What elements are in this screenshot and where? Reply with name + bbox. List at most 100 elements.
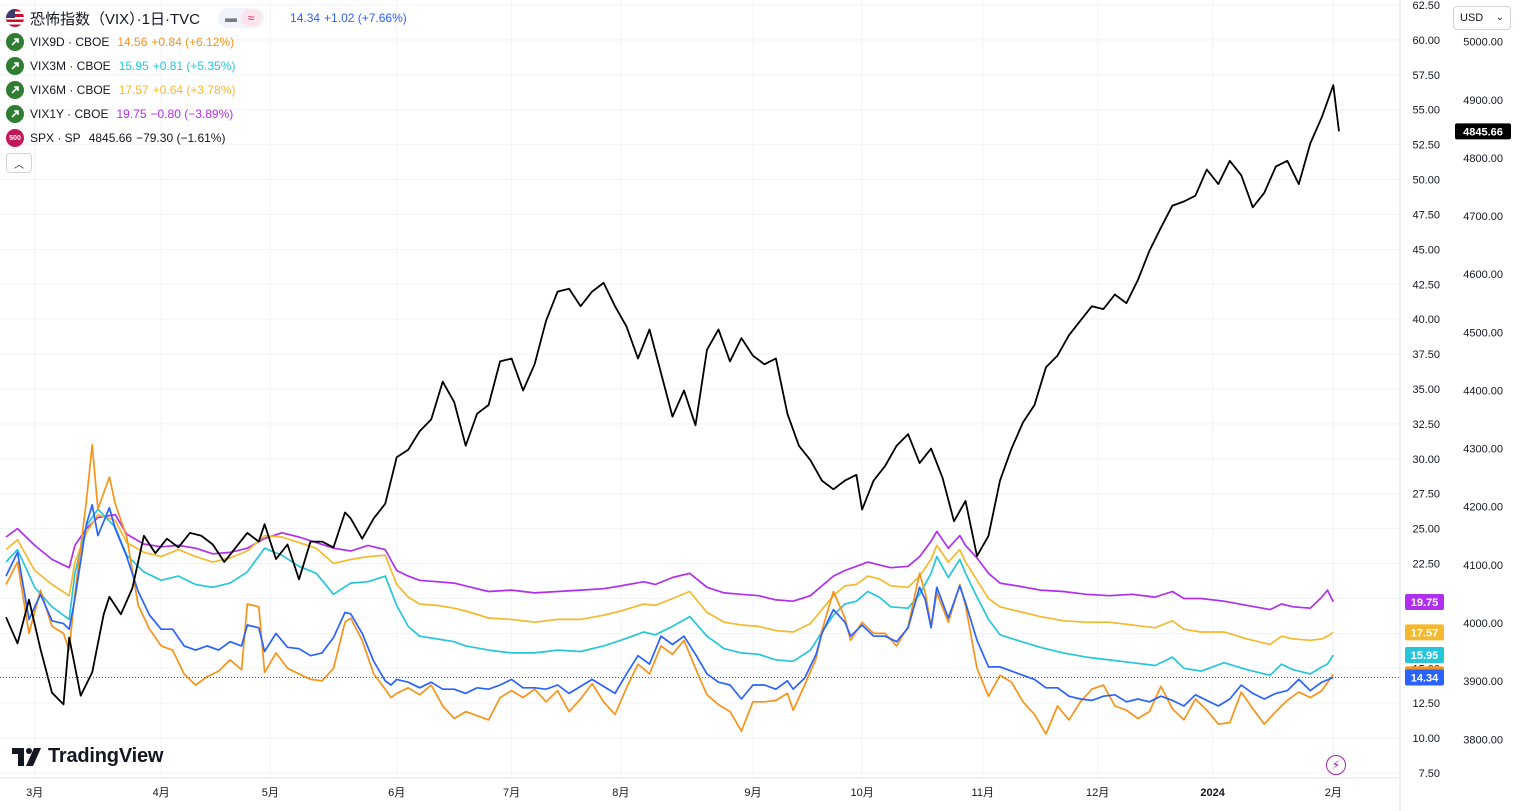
x-tick-label: 11月 <box>972 787 994 799</box>
x-tick-label: 2月 <box>1325 787 1342 799</box>
vix-tick-label: 42.50 <box>1412 279 1440 291</box>
legend-value: 17.57 <box>118 83 149 97</box>
legend-change: −79.30 (−1.61%) <box>136 131 226 145</box>
legend-symbol: VIX9D · CBOE <box>30 35 110 49</box>
spx-tick-label: 4900.00 <box>1463 95 1503 107</box>
x-tick-label: 12月 <box>1086 787 1109 799</box>
vix-tick-label: 62.50 <box>1412 0 1440 12</box>
arrow-badge-icon <box>6 81 24 99</box>
legend-value: 4845.66 <box>88 131 133 145</box>
x-tick-label: 5月 <box>262 787 279 799</box>
last-value-badge <box>1405 647 1444 664</box>
collapse-legend-button[interactable]: ︿ <box>6 153 32 173</box>
series-line-vix1y[interactable] <box>5 513 1335 611</box>
vix-tick-label: 27.50 <box>1412 489 1440 501</box>
lightning-icon[interactable]: ⚡ <box>1326 755 1346 775</box>
vix-tick-label: 45.00 <box>1412 244 1440 256</box>
vix-tick-label: 52.50 <box>1412 140 1440 152</box>
x-tick-label: 7月 <box>503 787 520 799</box>
wave-icon[interactable]: ≈ <box>241 10 262 26</box>
vix-tick-label: 7.50 <box>1419 768 1440 780</box>
currency-select[interactable]: USD ⌄ <box>1453 6 1511 30</box>
vix-tick-label: 50.00 <box>1412 175 1440 187</box>
us-flag-icon <box>6 9 24 27</box>
legend-row[interactable]: VIX6M · CBOE 17.57 +0.64 (+3.78%) <box>6 78 407 102</box>
legend-change: −0.80 (−3.89%) <box>150 107 234 121</box>
legend: 恐怖指数（VIX）·1日·TVC ▬ ≈ 14.34 +1.02 (+7.66%… <box>6 6 407 173</box>
series-line-vix6m[interactable] <box>5 513 1334 646</box>
legend-symbol: SPX · SP <box>30 131 81 145</box>
x-tick-label: 10月 <box>850 787 873 799</box>
x-tick-label: 2024 <box>1200 787 1225 799</box>
price-axis-background[interactable] <box>1400 0 1520 811</box>
legend-main-row[interactable]: 恐怖指数（VIX）·1日·TVC ▬ ≈ 14.34 +1.02 (+7.66%… <box>6 6 407 30</box>
grid-lines <box>0 0 1400 778</box>
legend-row[interactable]: VIX1Y · CBOE 19.75 −0.80 (−3.89%) <box>6 102 407 126</box>
spx-tick-label: 4800.00 <box>1463 153 1503 165</box>
chevron-up-icon: ︿ <box>14 159 24 171</box>
main-symbol-change: +1.02 (+7.66%) <box>324 11 407 25</box>
x-tick-label: 3月 <box>26 787 43 799</box>
legend-change: +0.81 (+5.35%) <box>152 59 236 73</box>
vix-tick-label: 10.00 <box>1412 733 1440 745</box>
legend-row[interactable]: VIX3M · CBOE 15.95 +0.81 (+5.35%) <box>6 54 407 78</box>
vix-tick-label: 22.50 <box>1412 559 1440 571</box>
vix-tick-label: 30.00 <box>1412 454 1440 466</box>
x-tick-label: 8月 <box>612 787 629 799</box>
chart-style-toggle[interactable]: ▬ ≈ <box>218 8 265 28</box>
chevron-down-icon: ⌄ <box>1495 12 1504 23</box>
legend-change: +0.64 (+3.78%) <box>152 83 236 97</box>
tv-logo-icon <box>12 747 41 766</box>
sp500-badge-icon: 500 <box>6 129 24 147</box>
vix-tick-label: 35.00 <box>1412 384 1440 396</box>
legend-symbol: VIX1Y · CBOE <box>30 107 109 121</box>
legend-symbol: VIX6M · CBOE <box>30 83 111 97</box>
vix-tick-label: 40.00 <box>1412 314 1440 326</box>
legend-value: 14.56 <box>117 35 148 49</box>
spx-tick-label: 4600.00 <box>1463 269 1503 281</box>
vix-tick-label: 60.00 <box>1412 35 1440 47</box>
tradingview-logo[interactable]: TradingView <box>12 745 163 768</box>
legend-change: +0.84 (+6.12%) <box>151 35 235 49</box>
legend-symbol: VIX3M · CBOE <box>30 59 111 73</box>
spx-tick-label: 4300.00 <box>1463 444 1503 456</box>
spx-tick-label: 4000.00 <box>1463 618 1503 630</box>
series-line-vix3m[interactable] <box>5 508 1335 677</box>
spx-tick-label: 3900.00 <box>1463 676 1503 688</box>
legend-row[interactable]: VIX9D · CBOE 14.56 +0.84 (+6.12%) <box>6 30 407 54</box>
vix-tick-label: 12.50 <box>1412 698 1440 710</box>
series-line-vix9d[interactable] <box>5 444 1334 735</box>
spx-tick-label: 3800.00 <box>1463 734 1503 746</box>
x-tick-label: 9月 <box>744 787 761 799</box>
vix-tick-label: 55.00 <box>1412 105 1440 117</box>
x-tick-label: 6月 <box>388 787 405 799</box>
series-line-spx[interactable] <box>5 84 1340 706</box>
main-symbol-value: 14.34 <box>290 11 321 25</box>
last-value-badge <box>1405 669 1444 686</box>
logo-text: TradingView <box>48 745 164 767</box>
spx-tick-label: 4700.00 <box>1463 211 1503 223</box>
vix-tick-label: 57.50 <box>1412 70 1440 82</box>
legend-value: 15.95 <box>118 59 149 73</box>
spx-tick-label: 4500.00 <box>1463 327 1503 339</box>
last-value-badge <box>1405 624 1444 641</box>
series-line-vix[interactable] <box>5 504 1334 707</box>
arrow-badge-icon <box>6 57 24 75</box>
legend-row[interactable]: 500 SPX · SP 4845.66 −79.30 (−1.61%) <box>6 126 407 150</box>
vix-tick-label: 47.50 <box>1412 209 1440 221</box>
main-symbol-title: 恐怖指数（VIX）·1日·TVC <box>30 10 201 28</box>
legend-value: 19.75 <box>116 107 147 121</box>
time-axis-background[interactable] <box>0 778 1400 811</box>
arrow-badge-icon <box>6 33 24 51</box>
last-value-label: 4845.66 <box>1463 126 1503 138</box>
last-value-badge <box>1405 593 1444 610</box>
last-value-badge <box>1455 123 1511 140</box>
last-value-label: 15.95 <box>1411 650 1439 662</box>
vix-tick-label: 37.50 <box>1412 349 1440 361</box>
minus-icon[interactable]: ▬ <box>225 11 238 25</box>
last-value-label: 17.57 <box>1411 627 1439 639</box>
x-tick-label: 4月 <box>153 787 170 799</box>
vix-tick-label: 25.00 <box>1412 524 1440 536</box>
